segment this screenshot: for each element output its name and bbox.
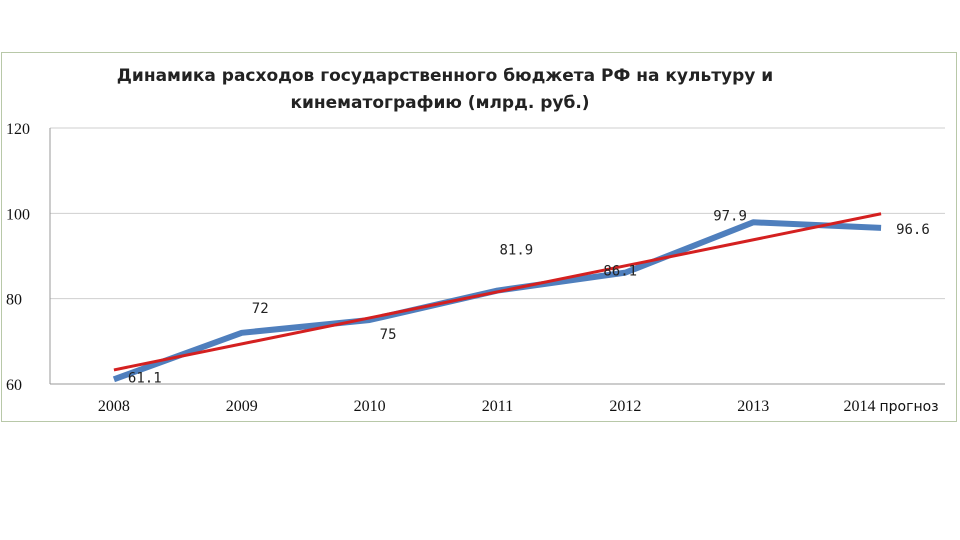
grid-layer bbox=[49, 127, 945, 385]
series-line-expenses bbox=[112, 219, 882, 383]
x-tick-label: 2010 bbox=[354, 398, 386, 415]
x-tick-label: 2013 bbox=[737, 398, 769, 415]
y-tick-label: 80 bbox=[6, 292, 22, 309]
label-layer: 61.1 72 75 81.9 86.1 97.9 96.6 bbox=[128, 208, 930, 386]
chart-frame bbox=[1, 52, 957, 422]
data-label: 61.1 bbox=[128, 370, 162, 386]
x-tick-label: 2008 bbox=[98, 398, 130, 415]
series-layer bbox=[112, 212, 882, 383]
y-tick-label: 120 bbox=[6, 121, 30, 138]
trend-line bbox=[113, 212, 882, 372]
data-label: 72 bbox=[252, 301, 269, 317]
x-tick-label: 2009 bbox=[226, 398, 258, 415]
data-label: 86.1 bbox=[603, 264, 637, 280]
x-tick-label: 2014 прогноз bbox=[844, 398, 939, 415]
data-label: 96.6 bbox=[896, 222, 930, 238]
y-tick-label: 100 bbox=[6, 206, 30, 223]
data-label: 97.9 bbox=[713, 208, 747, 224]
x-tick-suffix: прогноз bbox=[880, 399, 939, 415]
y-tick-label: 60 bbox=[6, 377, 22, 394]
data-label: 81.9 bbox=[500, 243, 534, 259]
data-label: 75 bbox=[380, 327, 397, 343]
chart-title-line-2: кинематографию (млрд. руб.) bbox=[290, 93, 589, 113]
x-tick-label: 2011 bbox=[482, 398, 513, 415]
axis-layer: 60 80 100 120 2008 2009 2010 2011 2012 2013 2014 п… bbox=[6, 121, 939, 415]
chart-title-line-1: Динамика расходов государственного бюдже… bbox=[117, 66, 773, 86]
x-tick-label: 2012 bbox=[609, 398, 641, 415]
